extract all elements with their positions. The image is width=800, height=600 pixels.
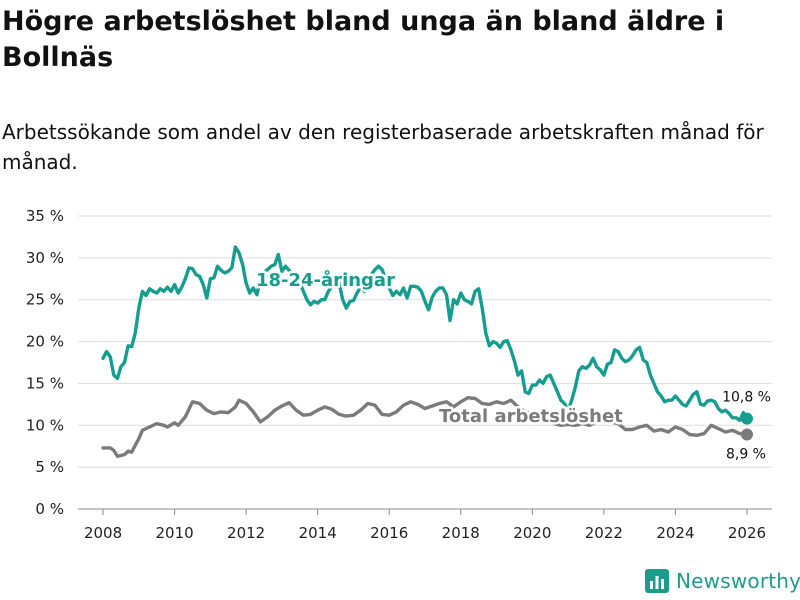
series-label-total: Total arbetslöshet	[439, 406, 623, 427]
end-value-total: 8,9 %	[726, 446, 766, 462]
y-tick-label: 20 %	[26, 333, 64, 351]
series-group	[101, 245, 753, 458]
x-tick-label: 2022	[585, 524, 623, 542]
chart-title: Högre arbetslöshet bland unga än bland ä…	[2, 6, 725, 73]
y-axis: 0 % 5 % 10 % 15 % 20 % 25 % 30 % 35 %	[26, 207, 64, 518]
x-tick-label: 2010	[155, 524, 193, 542]
newsworthy-logo-icon	[645, 569, 669, 593]
series-line-youth	[101, 245, 749, 422]
x-tick-label: 2026	[728, 524, 766, 542]
newsworthy-brand[interactable]: Newsworthy	[645, 569, 800, 593]
y-tick-label: 30 %	[26, 249, 64, 267]
y-tick-label: 0 %	[35, 500, 64, 518]
y-tick-label: 10 %	[26, 416, 64, 434]
chart-subtitle: Arbetssökande som andel av den registerb…	[2, 120, 764, 174]
series-labels: 18-24-åringar Total arbetslöshet 10,8 % 8,9…	[254, 267, 774, 465]
end-point-total	[740, 428, 753, 441]
y-tick-label: 5 %	[35, 458, 64, 476]
series-label-youth: 18-24-åringar	[256, 269, 395, 291]
x-tick-label: 2014	[299, 524, 337, 542]
y-tick-label: 35 %	[26, 207, 64, 225]
gridlines	[78, 215, 772, 510]
x-tick-label: 2008	[84, 524, 122, 542]
end-point-youth	[740, 412, 753, 425]
y-tick-label: 15 %	[26, 374, 64, 392]
x-axis: 2008 2010 2012 2014 2016 2018 2020 2022 2024 2026	[84, 509, 766, 542]
series-line-total	[101, 396, 749, 458]
x-tick-label: 2024	[656, 524, 694, 542]
brand-name: Newsworthy	[676, 569, 800, 593]
x-tick-label: 2020	[513, 524, 551, 542]
x-tick-label: 2018	[442, 524, 480, 542]
x-tick-label: 2016	[370, 524, 408, 542]
y-tick-label: 25 %	[26, 291, 64, 309]
x-tick-label: 2012	[227, 524, 265, 542]
end-value-youth: 10,8 %	[722, 390, 771, 406]
